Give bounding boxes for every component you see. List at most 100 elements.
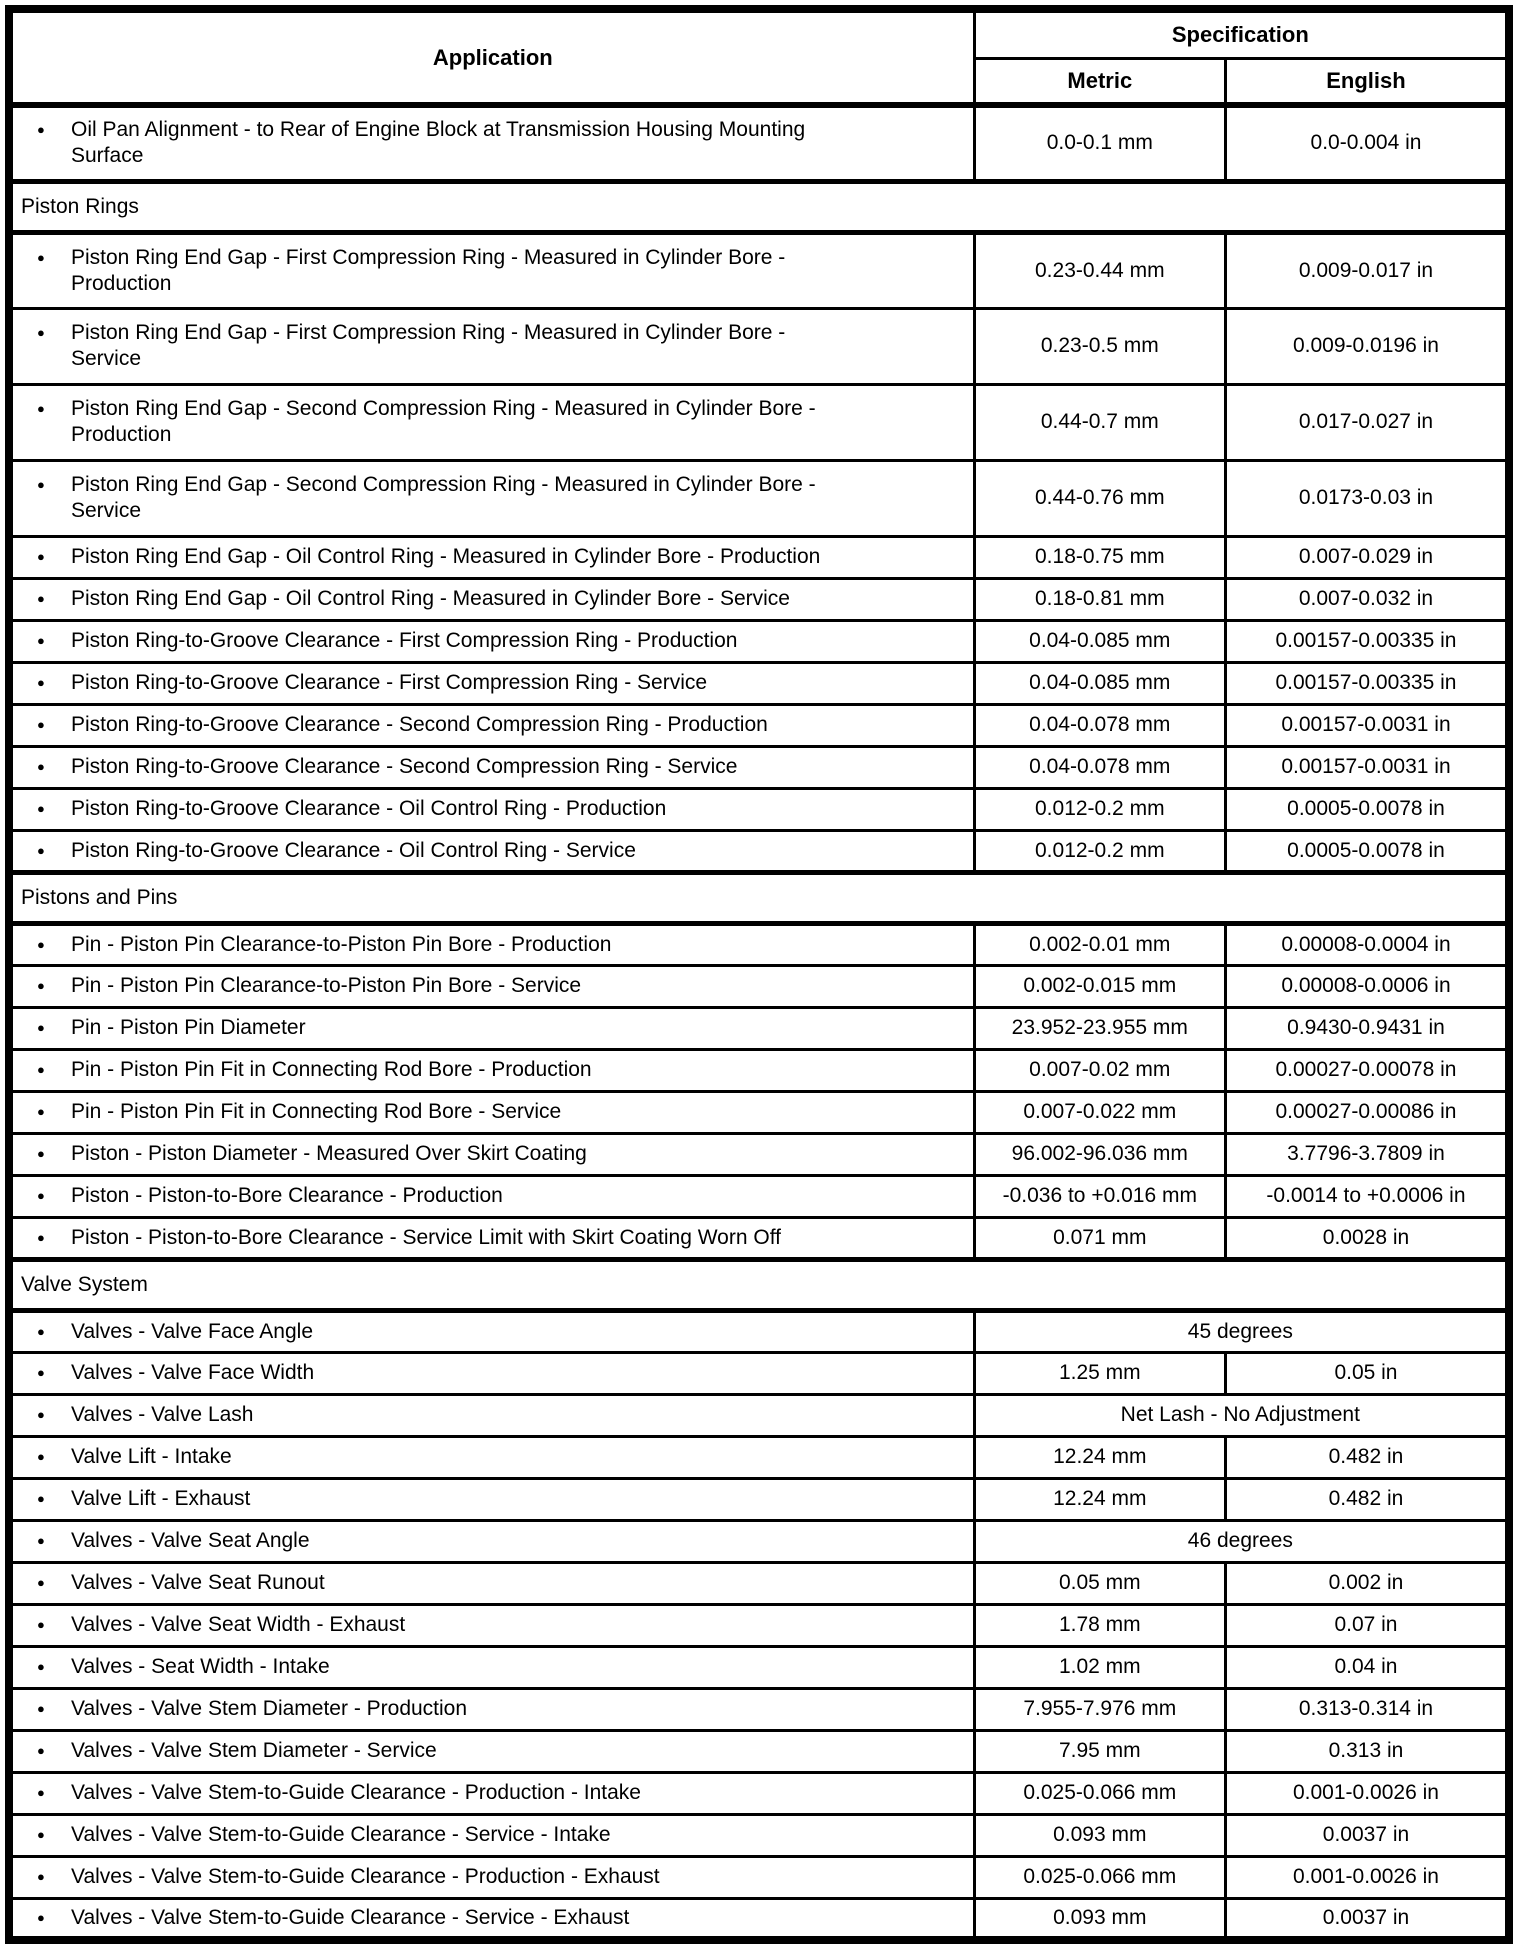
table-row: ● Piston Ring End Gap - First Compression… [7, 230, 1511, 310]
bullet-icon: ● [37, 978, 45, 993]
application-cell: ● Valves - Valve Seat Angle [7, 1518, 976, 1564]
table-row: ● Valves - Valve Seat Width - Exhaust 1.78… [7, 1602, 1511, 1648]
application-cell: ● Valves - Valve Face Width [7, 1350, 976, 1396]
application-text: Valve Lift - Exhaust [71, 1487, 251, 1510]
application-text: Valve Lift - Intake [71, 1445, 232, 1468]
metric-value-cell: 0.44-0.7 mm [972, 382, 1227, 462]
table-row: ● Piston Ring-to-Groove Clearance - First… [7, 660, 1511, 706]
metric-value-cell: 12.24 mm [972, 1476, 1227, 1522]
application-cell: ● Piston - Piston-to-Bore Clearance - Ser… [7, 1215, 976, 1261]
application-text: Valves - Valve Seat Angle [71, 1529, 310, 1552]
bullet-icon: ● [37, 122, 45, 138]
bullet-icon: ● [37, 1491, 45, 1506]
application-text: Piston Ring End Gap - First Compression … [71, 321, 786, 370]
english-value-cell: 0.001-0.0026 in [1223, 1854, 1511, 1900]
metric-value-cell: 0.007-0.022 mm [972, 1089, 1227, 1135]
english-value-cell: 0.0037 in [1223, 1896, 1511, 1942]
application-text: Pin - Piston Pin Clearance-to-Piston Pin… [71, 932, 612, 956]
application-cell: ● Piston Ring-to-Groove Clearance - First… [7, 660, 976, 706]
metric-column-header: Metric [972, 57, 1227, 108]
bullet-icon: ● [37, 249, 45, 265]
table-row: ● Valves - Valve Stem-to-Guide Clearance … [7, 1770, 1511, 1816]
application-cell: ● Valve Lift - Exhaust [7, 1476, 976, 1522]
english-value-cell: 0.313-0.314 in [1223, 1686, 1511, 1732]
application-cell: ● Piston Ring End Gap - Oil Control Ring … [7, 576, 976, 622]
english-value-cell: 0.00008-0.0006 in [1223, 963, 1511, 1009]
bullet-icon: ● [37, 1909, 45, 1925]
metric-value-cell: 0.05 mm [972, 1560, 1227, 1606]
header-row-specification: Application Specification [7, 7, 1511, 108]
application-cell: ● Piston Ring End Gap - Second Compressio… [7, 382, 976, 462]
application-text: Piston Ring-to-Groove Clearance - Second… [71, 755, 738, 778]
bullet-icon: ● [37, 325, 45, 340]
bullet-icon: ● [37, 1229, 45, 1245]
table-row: ● Valve Lift - Exhaust 12.24 mm 0.482 in [7, 1476, 1511, 1522]
english-value-cell: 0.0037 in [1223, 1812, 1511, 1858]
section-label: Piston Rings [7, 178, 1511, 235]
application-text: Valves - Valve Stem-to-Guide Clearance -… [71, 1781, 641, 1804]
bullet-icon: ● [37, 549, 45, 564]
bullet-icon: ● [37, 1323, 45, 1339]
section-label: Pistons and Pins [7, 869, 1511, 926]
table-row: ● Valves - Valve Lash Net Lash - No Adjust… [7, 1392, 1511, 1438]
metric-value-cell: 0.0-0.1 mm [972, 102, 1227, 183]
application-cell: ● Piston Ring End Gap - Second Compressio… [7, 458, 976, 538]
engine-specifications-table: Application Specification Metric English… [5, 5, 1513, 1944]
application-cell: ● Piston Ring End Gap - First Compression… [7, 306, 976, 386]
metric-value-cell: 0.23-0.44 mm [972, 230, 1227, 310]
table-row: ● Pin - Piston Pin Clearance-to-Piston Pi… [7, 963, 1511, 1009]
table-row: ● Piston Ring End Gap - Second Compressio… [7, 458, 1511, 538]
metric-value-cell: 23.952-23.955 mm [972, 1005, 1227, 1051]
english-value-cell: 0.07 in [1223, 1602, 1511, 1648]
table-body: ● Oil Pan Alignment - to Rear of Engine B… [7, 102, 1511, 1942]
table-row: ● Valves - Valve Stem-to-Guide Clearance … [7, 1854, 1511, 1900]
table-row: ● Piston Ring End Gap - First Compression… [7, 306, 1511, 386]
application-cell: ● Pin - Piston Pin Clearance-to-Piston Pi… [7, 921, 976, 967]
metric-value-cell: 7.955-7.976 mm [972, 1686, 1227, 1732]
metric-value-cell: 0.04-0.085 mm [972, 660, 1227, 706]
application-text: Piston Ring End Gap - First Compression … [71, 245, 786, 295]
application-text: Piston Ring-to-Groove Clearance - Second… [71, 713, 768, 736]
combined-spec-value-cell: Net Lash - No Adjustment [972, 1392, 1511, 1438]
application-cell: ● Valves - Valve Stem-to-Guide Clearance … [7, 1854, 976, 1900]
metric-value-cell: -0.036 to +0.016 mm [972, 1173, 1227, 1219]
combined-spec-value-cell: 46 degrees [972, 1518, 1511, 1564]
metric-value-cell: 1.78 mm [972, 1602, 1227, 1648]
bullet-icon: ● [37, 1617, 45, 1632]
bullet-icon: ● [37, 1407, 45, 1422]
table-row: ● Piston Ring End Gap - Oil Control Ring … [7, 576, 1511, 622]
english-value-cell: 0.05 in [1223, 1350, 1511, 1396]
english-value-cell: 0.017-0.027 in [1223, 382, 1511, 462]
table-row: ● Piston Ring-to-Groove Clearance - Secon… [7, 744, 1511, 790]
application-text: Valves - Valve Seat Width - Exhaust [71, 1613, 406, 1636]
metric-value-cell: 0.04-0.078 mm [972, 702, 1227, 748]
bullet-icon: ● [37, 633, 45, 648]
application-cell: ● Valve Lift - Intake [7, 1434, 976, 1480]
english-value-cell: 0.0173-0.03 in [1223, 458, 1511, 538]
application-text: Valves - Valve Lash [71, 1403, 254, 1426]
application-cell: ● Pin - Piston Pin Diameter [7, 1005, 976, 1051]
application-cell: ● Valves - Valve Stem-to-Guide Clearance … [7, 1896, 976, 1942]
english-value-cell: 0.00157-0.00335 in [1223, 618, 1511, 664]
metric-value-cell: 0.23-0.5 mm [972, 306, 1227, 386]
metric-value-cell: 1.25 mm [972, 1350, 1227, 1396]
metric-value-cell: 0.007-0.02 mm [972, 1047, 1227, 1093]
metric-value-cell: 0.012-0.2 mm [972, 786, 1227, 832]
section-row: Pistons and Pins [7, 869, 1511, 926]
application-cell: ● Pin - Piston Pin Clearance-to-Piston Pi… [7, 963, 976, 1009]
application-cell: ● Valves - Valve Face Angle [7, 1308, 976, 1354]
bullet-icon: ● [37, 1785, 45, 1800]
metric-value-cell: 0.025-0.066 mm [972, 1854, 1227, 1900]
application-text: Valves - Valve Face Angle [71, 1319, 314, 1343]
bullet-icon: ● [37, 1743, 45, 1758]
application-cell: ● Valves - Valve Seat Width - Exhaust [7, 1602, 976, 1648]
table-row: ● Piston Ring-to-Groove Clearance - Oil C… [7, 828, 1511, 874]
metric-value-cell: 0.002-0.015 mm [972, 963, 1227, 1009]
metric-value-cell: 0.071 mm [972, 1215, 1227, 1261]
english-value-cell: 0.482 in [1223, 1476, 1511, 1522]
english-value-cell: -0.0014 to +0.0006 in [1223, 1173, 1511, 1219]
metric-value-cell: 1.02 mm [972, 1644, 1227, 1690]
english-value-cell: 0.0028 in [1223, 1215, 1511, 1261]
application-cell: ● Valves - Valve Stem-to-Guide Clearance … [7, 1770, 976, 1816]
metric-value-cell: 0.012-0.2 mm [972, 828, 1227, 874]
